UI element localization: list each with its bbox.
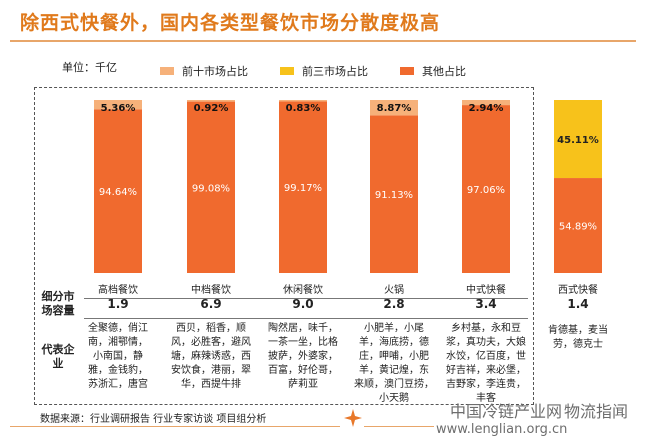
- bar-segment: [279, 101, 327, 273]
- watermark-url: www.lenglian.org.cn: [436, 422, 568, 437]
- watermark-line1: 中国冷链产业网 物流指闻: [450, 398, 628, 422]
- company-line: 吉野家，李连贵，: [446, 379, 526, 390]
- bar-segment: [462, 100, 510, 106]
- company-line: 来顺，澳门豆捞，: [354, 379, 434, 390]
- company-line: 安饮食，港丽，翠: [171, 365, 251, 376]
- company-line: 陶然居，味千，: [268, 323, 338, 334]
- company-line: 全聚德，俏江: [88, 323, 148, 334]
- company-line: 小南国，静: [93, 351, 143, 362]
- representative-companies: 全聚德，俏江 南，湘鄂情， 小南国，静雅，金钱豹， 苏浙汇，唐宫: [78, 322, 158, 392]
- company-line: 好吉祥，来必堡，: [446, 365, 526, 376]
- bar-data-label: 0.92%: [194, 103, 229, 114]
- footer-divider-right: [364, 426, 434, 427]
- bar-segment: [554, 100, 602, 179]
- category-tick-label: 休闲餐饮: [283, 285, 323, 296]
- company-line: 乡村基，永和豆: [451, 323, 521, 334]
- bar-data-label: 0.83%: [286, 103, 321, 114]
- bar-data-label: 54.89%: [559, 222, 597, 233]
- bar-segment: [187, 101, 235, 273]
- company-line: 一茶一坐，比格: [268, 337, 338, 348]
- company-line: 劳，德克士: [553, 339, 603, 350]
- legend-item-other: 其他占比: [400, 63, 466, 79]
- legend-label-top10: 前十市场占比: [182, 65, 248, 78]
- bar-segment: [554, 178, 602, 273]
- representative-companies: 西贝，稻香，顺 风，必胜客，避风 塘，麻辣诱惑，西 安饮食，港丽，翠 华，西提牛排: [169, 322, 253, 392]
- bar-data-label: 99.08%: [192, 183, 230, 194]
- representative-companies: 小肥羊，小尾 羊，海底捞，德 庄，呷哺，小肥 羊，黄记煌，东 来顺，澳门豆捞， 小天鹅: [351, 322, 437, 406]
- company-line: 小肥羊，小尾: [364, 323, 424, 334]
- company-line: 百富，好伦哥，: [268, 365, 338, 376]
- company-line: 水饺，亿百度，世: [446, 351, 526, 362]
- representative-companies: 肯德基，麦当 劳，德克士: [543, 324, 613, 352]
- company-line: 庄，呷哺，小肥: [359, 351, 429, 362]
- company-line: 苏浙汇，唐宫: [88, 379, 148, 390]
- category-tick-label: 中式快餐: [466, 285, 506, 296]
- bar-data-label: 5.36%: [101, 103, 136, 114]
- market-size-value: 9.0: [292, 297, 314, 311]
- bar-segment: [279, 100, 327, 102]
- watermark-site-name: 中国冷链产业网: [450, 402, 563, 421]
- representative-companies: 陶然居，味千， 一茶一坐，比格 披萨，外婆家， 百富，好伦哥， 萨莉亚: [261, 322, 345, 392]
- market-size-value: 6.9: [200, 297, 222, 311]
- company-line: 萨莉亚: [288, 379, 318, 390]
- market-size-value: 3.4: [475, 297, 497, 311]
- company-line: 羊，海底捞，德: [359, 337, 429, 348]
- bar-data-label: 99.17%: [284, 183, 322, 194]
- category-tick-label: 高档餐饮: [98, 285, 138, 296]
- footer-divider-left: [10, 426, 340, 427]
- bar-data-label: 94.64%: [99, 187, 137, 198]
- bar-data-label: 91.13%: [375, 190, 413, 201]
- bar-data-label: 2.94%: [469, 103, 504, 114]
- bar-data-label: 8.87%: [377, 103, 412, 114]
- unit-label: 单位：千亿: [62, 61, 117, 74]
- company-line: 丰客: [476, 393, 496, 404]
- bar-segment: [370, 100, 418, 116]
- page-title: 除西式快餐外，国内各类型餐饮市场分散度极高: [20, 12, 441, 34]
- company-line: 羊，黄记煌，东: [359, 365, 429, 376]
- bar-segment: [94, 109, 142, 273]
- star-logo-icon: [344, 409, 362, 427]
- legend-item-top10: 前十市场占比: [160, 63, 248, 79]
- company-line: 雅，金钱豹，: [88, 365, 148, 376]
- company-line: 塘，麻辣诱惑，西: [171, 351, 251, 362]
- company-line: 披萨，外婆家，: [268, 351, 338, 362]
- companies-divider: [84, 318, 528, 319]
- company-line: 南，湘鄂情，: [88, 337, 148, 348]
- legend-swatch-other: [400, 67, 414, 75]
- row-label-companies: 代表企业: [41, 343, 75, 370]
- category-tick-label: 中档餐饮: [191, 285, 231, 296]
- company-line: 小天鹅: [379, 393, 409, 404]
- watermark-channel: 物流指闻: [564, 402, 629, 421]
- category-tick-label: 西式快餐: [558, 285, 598, 296]
- row-label-market-size: 细分市场容量: [41, 290, 75, 317]
- market-size-value: 1.4: [567, 297, 589, 311]
- company-line: 华，西提牛排: [181, 379, 241, 390]
- company-line: 肯德基，麦当: [548, 325, 608, 336]
- market-size-value: 1.9: [107, 297, 129, 311]
- bar-segment: [187, 100, 235, 102]
- bar-data-label: 45.11%: [557, 135, 599, 146]
- bar-data-label: 97.06%: [467, 185, 505, 196]
- market-size-divider: [84, 298, 528, 299]
- bar-segment: [370, 115, 418, 274]
- representative-companies: 乡村基，永和豆 浆，真功夫，大娘 水饺，亿百度，世 好吉祥，来必堡， 吉野家，李连贵， 丰…: [441, 322, 531, 406]
- legend-label-top3: 前三市场占比: [302, 65, 368, 78]
- legend-swatch-top10: [160, 67, 174, 75]
- data-source: 数据来源：行业调研报告 行业专家访谈 项目组分析: [40, 414, 267, 425]
- company-line: 浆，真功夫，大娘: [446, 337, 526, 348]
- company-line: 风，必胜客，避风: [171, 337, 251, 348]
- category-tick-label: 火锅: [384, 285, 404, 296]
- legend-swatch-top3: [280, 67, 294, 75]
- legend-label-other: 其他占比: [422, 65, 466, 78]
- bar-segment: [94, 100, 142, 110]
- legend-item-top3: 前三市场占比: [280, 63, 368, 79]
- bar-segment: [462, 105, 510, 273]
- title-divider: [10, 40, 636, 42]
- company-line: 西贝，稻香，顺: [176, 323, 246, 334]
- market-size-value: 2.8: [383, 297, 405, 311]
- chart-dashed-frame: [34, 87, 534, 405]
